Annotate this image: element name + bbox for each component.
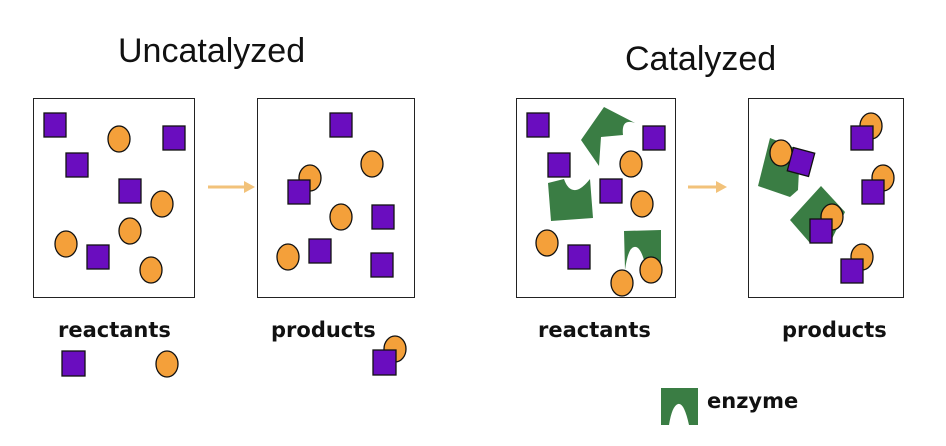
purple-square-icon [61, 350, 86, 377]
purple-square-icon [308, 238, 332, 264]
orange-circle-icon [107, 125, 131, 153]
orange-circle-icon [360, 150, 384, 178]
label-uncatalyzed-reactants: reactants [58, 318, 171, 342]
label-catalyzed-reactants: reactants [538, 318, 651, 342]
purple-square-icon [786, 146, 816, 178]
title-catalyzed: Catalyzed [625, 40, 777, 78]
purple-square-icon [567, 244, 591, 270]
purple-square-icon [287, 179, 311, 205]
orange-circle-icon [150, 190, 174, 218]
purple-square-icon [840, 258, 864, 284]
purple-square-icon [43, 112, 67, 138]
orange-circle-icon [329, 203, 353, 231]
label-uncatalyzed-products: products [271, 318, 376, 342]
right-arrow-icon [688, 181, 727, 193]
purple-square-icon [861, 179, 885, 205]
orange-circle-icon [155, 350, 179, 378]
purple-square-icon [329, 112, 353, 138]
purple-square-icon [850, 125, 874, 151]
orange-circle-icon [630, 190, 654, 218]
purple-square-icon [118, 178, 142, 204]
orange-circle-icon [54, 230, 78, 258]
orange-circle-icon [619, 150, 643, 178]
orange-circle-icon [139, 256, 163, 284]
purple-square-icon [371, 204, 395, 230]
orange-circle-icon [610, 269, 634, 297]
purple-square-icon [526, 112, 550, 138]
right-arrow-icon [208, 181, 255, 193]
green-enzyme-icon [548, 179, 593, 221]
orange-circle-icon [639, 256, 663, 284]
orange-circle-icon [276, 243, 300, 271]
label-enzyme: enzyme [707, 389, 799, 413]
green-enzyme-icon [581, 107, 635, 166]
purple-square-icon [370, 252, 394, 278]
label-catalyzed-products: products [782, 318, 887, 342]
title-uncatalyzed: Uncatalyzed [118, 32, 306, 70]
purple-square-icon [809, 218, 833, 244]
purple-square-icon [642, 125, 666, 151]
purple-square-icon [86, 244, 110, 270]
purple-square-icon [372, 349, 397, 376]
purple-square-icon [599, 178, 623, 204]
green-enzyme-icon [661, 388, 698, 425]
purple-square-icon [65, 152, 89, 178]
orange-circle-icon [535, 229, 559, 257]
orange-circle-icon [118, 217, 142, 245]
purple-square-icon [162, 125, 186, 151]
purple-square-icon [547, 152, 571, 178]
orange-circle-icon [769, 139, 793, 167]
